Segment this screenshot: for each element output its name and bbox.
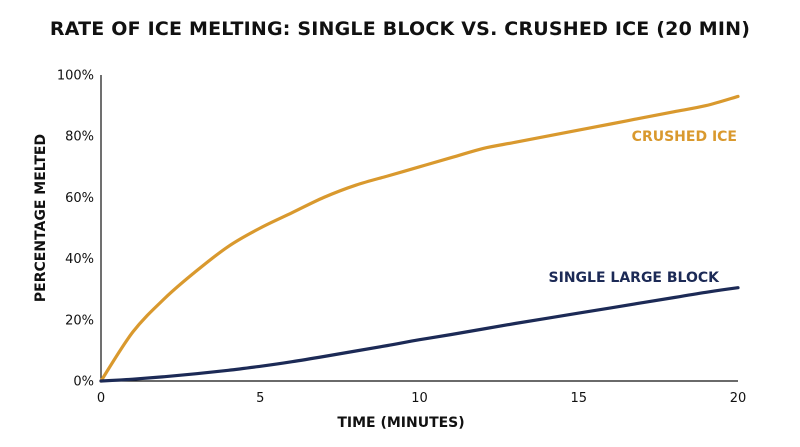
y-tick-label: 100% <box>57 69 94 84</box>
x-axis-title: TIME (MINUTES) <box>337 415 464 431</box>
y-tick-label: 60% <box>65 191 94 206</box>
x-tick-label: 15 <box>570 391 587 406</box>
tick-labels: 0% 20% 40% 60% 80% 100% 0 5 10 15 20 <box>57 69 746 407</box>
x-tick-label: 5 <box>256 391 264 406</box>
y-axis-title: PERCENTAGE MELTED <box>33 134 49 302</box>
x-tick-label: 0 <box>97 391 105 406</box>
series-label-single-large-block: SINGLE LARGE BLOCK <box>549 270 721 286</box>
series-lines <box>99 94 740 383</box>
x-tick-label: 10 <box>411 391 428 406</box>
chart-title: RATE OF ICE MELTING: SINGLE BLOCK VS. CR… <box>49 18 751 40</box>
series-line-single-large-block <box>99 286 740 383</box>
series-line-crushed-ice <box>99 94 740 383</box>
axes <box>100 75 738 382</box>
series-label-crushed-ice: CRUSHED ICE <box>632 129 737 145</box>
y-tick-label: 80% <box>65 130 94 145</box>
y-tick-label: 20% <box>65 313 94 328</box>
y-tick-label: 40% <box>65 252 94 267</box>
x-tick-label: 20 <box>730 391 747 406</box>
y-tick-label: 0% <box>73 375 94 390</box>
